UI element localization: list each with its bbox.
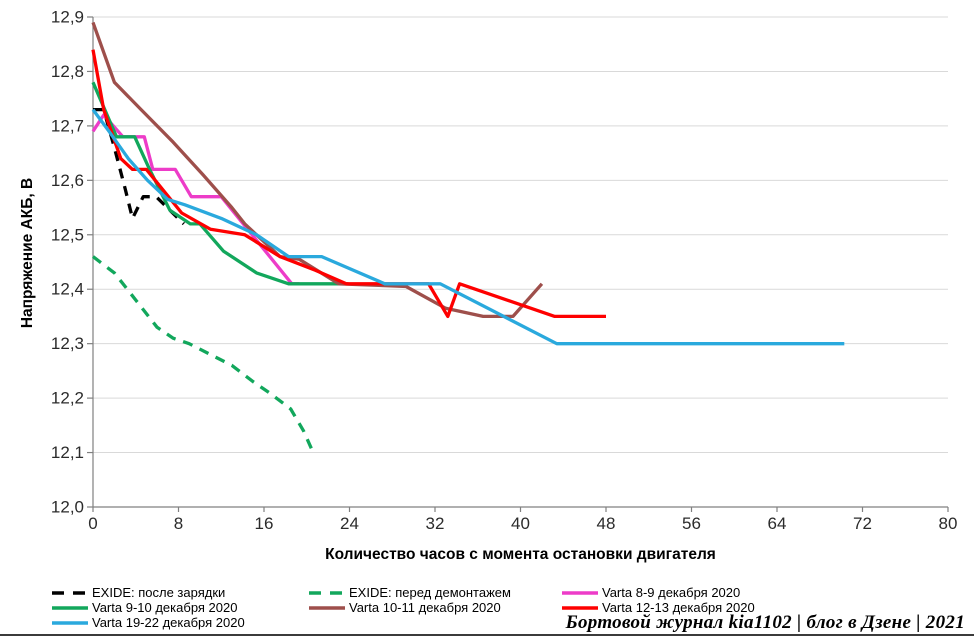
y-tick-label: 12,1 xyxy=(51,443,84,462)
x-tick-label: 48 xyxy=(597,514,616,533)
legend-item-exide-after-charge: EXIDE: после зарядки xyxy=(51,585,308,600)
series-line-7 xyxy=(91,108,845,346)
legend-label: Varta 10-11 декабря 2020 xyxy=(349,600,501,615)
bottom-divider xyxy=(0,634,974,636)
x-tick-label: 40 xyxy=(511,514,530,533)
plot-area: 12,0 12,1 12,2 12,3 12,4 12,5 12,6 12,7 12,8 12,9… xyxy=(51,8,958,534)
legend-item-varta-8-9-dec: Varta 8-9 декабря 2020 xyxy=(561,585,755,600)
y-tick-label: 12,2 xyxy=(51,389,84,408)
legend-label: Varta 8-9 декабря 2020 xyxy=(602,585,741,600)
y-tick-label: 12,6 xyxy=(51,171,84,190)
legend-swatch-line xyxy=(309,605,345,610)
legend-item-varta-10-11-dec: Varta 10-11 декабря 2020 xyxy=(308,600,561,615)
legend-swatch-dashed-line xyxy=(309,590,345,595)
series-line-2 xyxy=(92,255,315,454)
legend-item-exide-before-removal: EXIDE: перед демонтажем xyxy=(308,585,561,600)
y-tick-label: 12,9 xyxy=(51,8,84,27)
y-tick-label: 12,8 xyxy=(51,62,84,81)
x-tick-label: 0 xyxy=(88,514,97,533)
x-axis-title: Количество часов с момента остановки дви… xyxy=(325,546,716,563)
legend-swatch-line xyxy=(562,605,598,610)
series-line-6 xyxy=(91,49,606,319)
legend: EXIDE: после зарядки EXIDE: перед демонт… xyxy=(51,585,755,630)
legend-label: EXIDE: после зарядки xyxy=(92,585,226,600)
x-tick-label: 24 xyxy=(340,514,359,533)
y-tick-label: 12,4 xyxy=(51,280,84,299)
legend-label: Varta 9-10 декабря 2020 xyxy=(92,600,238,615)
x-tick-label: 8 xyxy=(174,514,183,533)
legend-item-varta-19-22-dec: Varta 19-22 декабря 2020 xyxy=(51,615,308,630)
y-tick-label: 12,3 xyxy=(51,334,84,353)
y-tick-label: 12,5 xyxy=(51,225,84,244)
legend-label: Varta 19-22 декабря 2020 xyxy=(92,615,245,630)
series-line-4 xyxy=(91,81,349,286)
y-tick-label: 12,0 xyxy=(51,498,84,517)
x-tick-label: 64 xyxy=(768,514,787,533)
attribution-text: Бортовой журнал kia1102 | блог в Дзене |… xyxy=(565,612,965,633)
legend-label: EXIDE: перед демонтажем xyxy=(349,585,511,600)
y-axis-title: Напряжение АКБ, В xyxy=(19,177,36,329)
x-tick-label: 56 xyxy=(682,514,701,533)
x-tick-label: 72 xyxy=(853,514,872,533)
y-tick-label: 12,7 xyxy=(51,116,84,135)
x-tick-label: 80 xyxy=(939,514,958,533)
series-line-3 xyxy=(91,113,300,286)
legend-swatch-dashed-line xyxy=(52,590,88,595)
legend-swatch-line xyxy=(562,590,598,595)
legend-label: Varta 12-13 декабря 2020 xyxy=(602,600,755,615)
legend-item-varta-12-13-dec: Varta 12-13 декабря 2020 xyxy=(561,600,755,615)
x-tick-label: 32 xyxy=(426,514,445,533)
x-tick-label: 16 xyxy=(255,514,274,533)
legend-swatch-line xyxy=(52,605,88,610)
legend-item-varta-9-10-dec: Varta 9-10 декабря 2020 xyxy=(51,600,308,615)
legend-swatch-line xyxy=(52,620,88,625)
